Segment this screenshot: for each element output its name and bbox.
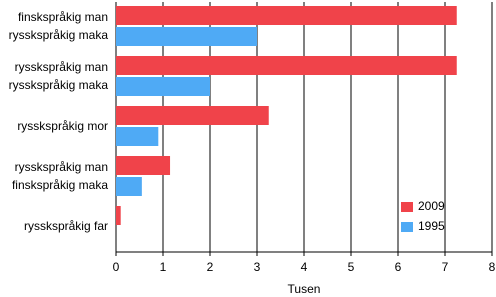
bar bbox=[116, 206, 121, 225]
x-tick-label: 8 bbox=[489, 260, 496, 274]
x-tick-label: 4 bbox=[301, 260, 308, 274]
legend-swatch bbox=[401, 202, 413, 212]
x-tick-label: 0 bbox=[113, 260, 120, 274]
bar bbox=[116, 27, 257, 46]
bar bbox=[116, 77, 210, 96]
legend-swatch bbox=[401, 222, 413, 232]
x-tick-label: 3 bbox=[254, 260, 261, 274]
bar bbox=[116, 177, 142, 196]
y-tick-label: rysskspråkig maka bbox=[9, 28, 109, 42]
x-tick-label: 5 bbox=[348, 260, 355, 274]
y-tick-label: rysskspråkig far bbox=[24, 219, 108, 233]
x-tick-label: 6 bbox=[395, 260, 402, 274]
bar bbox=[116, 127, 159, 146]
bar bbox=[116, 106, 269, 125]
x-axis-label: Tusen bbox=[288, 282, 321, 296]
bar bbox=[116, 156, 171, 175]
x-tick-label: 2 bbox=[207, 260, 214, 274]
bar bbox=[116, 6, 457, 25]
x-tick-label: 7 bbox=[442, 260, 449, 274]
y-tick-label: rysskspråkig man bbox=[15, 160, 108, 174]
y-tick-label: finskspråkig maka bbox=[12, 178, 108, 192]
legend-label: 1995 bbox=[418, 219, 445, 233]
legend-label: 2009 bbox=[418, 199, 445, 213]
y-tick-label: rysskspråkig maka bbox=[9, 78, 109, 92]
y-tick-label: rysskspråkig mor bbox=[17, 119, 108, 133]
x-tick-label: 1 bbox=[160, 260, 167, 274]
y-tick-label: finskspråkig man bbox=[18, 10, 108, 24]
y-tick-label: rysskspråkig man bbox=[15, 60, 108, 74]
bar bbox=[116, 56, 457, 75]
